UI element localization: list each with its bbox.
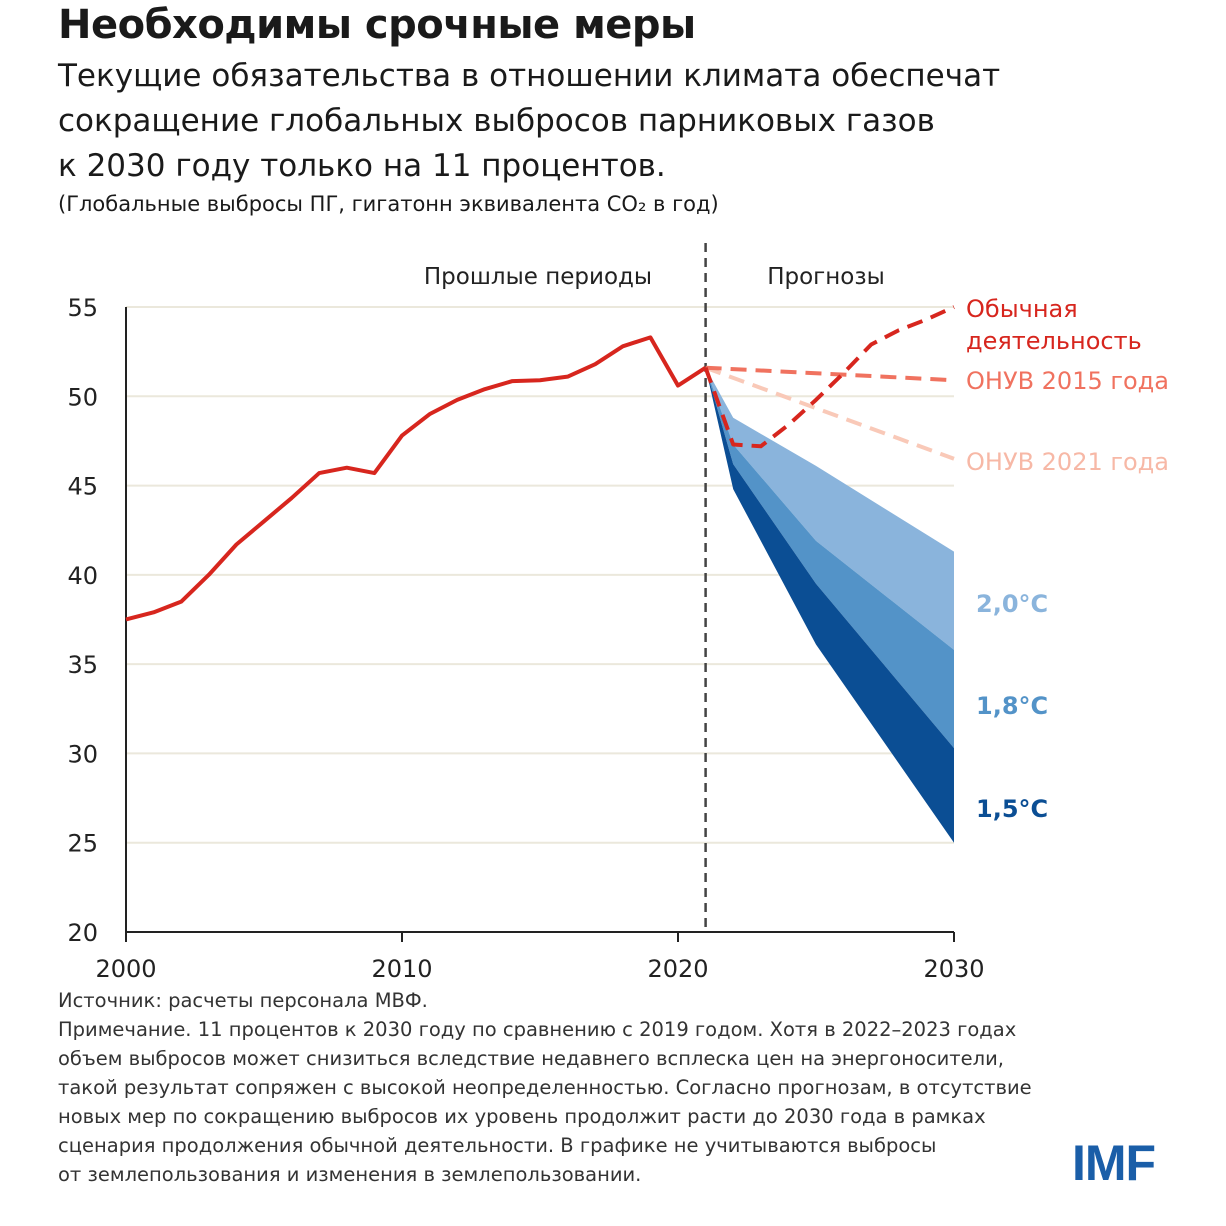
y-tick-label: 35 bbox=[67, 651, 98, 679]
x-tick-label: 2020 bbox=[647, 955, 708, 983]
note-line: сценария продолжения обычной деятельност… bbox=[58, 1134, 937, 1157]
y-tick-label: 40 bbox=[67, 562, 98, 590]
past-label: Прошлые периоды bbox=[424, 264, 652, 290]
series-label: ОНУВ 2015 года bbox=[966, 367, 1169, 395]
chart-title: Необходимы срочные меры bbox=[58, 2, 696, 48]
chart-subtitle: Текущие обязательства в отношении климат… bbox=[58, 54, 1178, 189]
note-line: объем выбросов может снизиться вследстви… bbox=[58, 1047, 1004, 1070]
unit-label: (Глобальные выбросы ПГ, гигатонн эквивал… bbox=[58, 192, 719, 216]
band-label: 2,0°C bbox=[976, 590, 1048, 618]
y-tick-label: 55 bbox=[67, 294, 98, 322]
y-tick-label: 20 bbox=[67, 919, 98, 947]
band-2,0°C bbox=[705, 367, 954, 650]
subtitle-line: к 2030 году только на 11 процентов. bbox=[58, 148, 666, 184]
note-line: такой результат сопряжен с высокой неопр… bbox=[58, 1076, 1032, 1099]
footnotes: Источник: расчеты персонала МВФ. Примеча… bbox=[58, 986, 1158, 1189]
band-label: 1,5°C bbox=[976, 795, 1048, 823]
source-note: Источник: расчеты персонала МВФ. bbox=[58, 989, 428, 1012]
subtitle-line: Текущие обязательства в отношении климат… bbox=[58, 58, 1001, 94]
y-tick-label: 30 bbox=[67, 740, 98, 768]
x-tick-label: 2030 bbox=[923, 955, 984, 983]
series-line-historical bbox=[125, 335, 707, 622]
note-line: новых мер по сокращению выбросов их уров… bbox=[58, 1105, 986, 1128]
y-tick-label: 25 bbox=[67, 830, 98, 858]
subtitle-line: сокращение глобальных выбросов парниковы… bbox=[58, 103, 935, 139]
series-label: Обычная bbox=[966, 295, 1078, 323]
series-line-ОНУВ 2021 года bbox=[704, 365, 955, 461]
series-label: ОНУВ 2021 года bbox=[966, 448, 1169, 476]
series-label: деятельность bbox=[966, 327, 1142, 355]
y-tick-label: 45 bbox=[67, 473, 98, 501]
x-tick-label: 2010 bbox=[371, 955, 432, 983]
x-tick-label: 2000 bbox=[95, 955, 156, 983]
imf-logo: IMF bbox=[1072, 1135, 1156, 1191]
series-line-ОНУВ 2015 года bbox=[705, 365, 955, 383]
band-label: 1,8°C bbox=[976, 692, 1048, 720]
series-line-Обычная деятельность bbox=[703, 305, 955, 449]
y-tick-label: 50 bbox=[67, 383, 98, 411]
forecast-label: Прогнозы bbox=[767, 264, 885, 290]
note-line: от землепользования и изменения в землеп… bbox=[58, 1163, 642, 1186]
note-line: Примечание. 11 процентов к 2030 году по … bbox=[58, 1018, 1017, 1041]
band-1,5°C bbox=[705, 367, 954, 843]
band-1,8°C bbox=[705, 367, 954, 749]
